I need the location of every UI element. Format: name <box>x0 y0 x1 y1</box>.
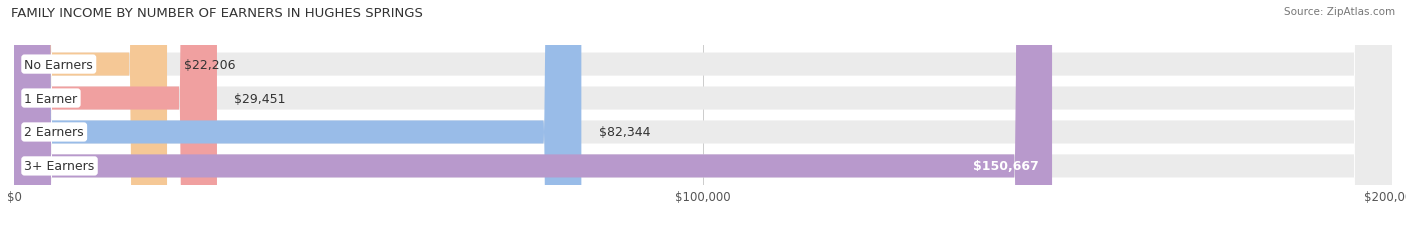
FancyBboxPatch shape <box>14 0 1392 231</box>
Text: $29,451: $29,451 <box>235 92 285 105</box>
Text: $82,344: $82,344 <box>599 126 650 139</box>
FancyBboxPatch shape <box>14 0 167 231</box>
FancyBboxPatch shape <box>14 0 1392 231</box>
Text: $150,667: $150,667 <box>973 160 1038 173</box>
Text: $22,206: $22,206 <box>184 58 236 71</box>
FancyBboxPatch shape <box>14 0 1052 231</box>
Text: No Earners: No Earners <box>24 58 93 71</box>
Text: 2 Earners: 2 Earners <box>24 126 84 139</box>
FancyBboxPatch shape <box>14 0 1392 231</box>
FancyBboxPatch shape <box>14 0 1392 231</box>
Text: Source: ZipAtlas.com: Source: ZipAtlas.com <box>1284 7 1395 17</box>
FancyBboxPatch shape <box>14 0 217 231</box>
FancyBboxPatch shape <box>14 0 581 231</box>
Text: FAMILY INCOME BY NUMBER OF EARNERS IN HUGHES SPRINGS: FAMILY INCOME BY NUMBER OF EARNERS IN HU… <box>11 7 423 20</box>
Text: 1 Earner: 1 Earner <box>24 92 77 105</box>
Text: 3+ Earners: 3+ Earners <box>24 160 94 173</box>
